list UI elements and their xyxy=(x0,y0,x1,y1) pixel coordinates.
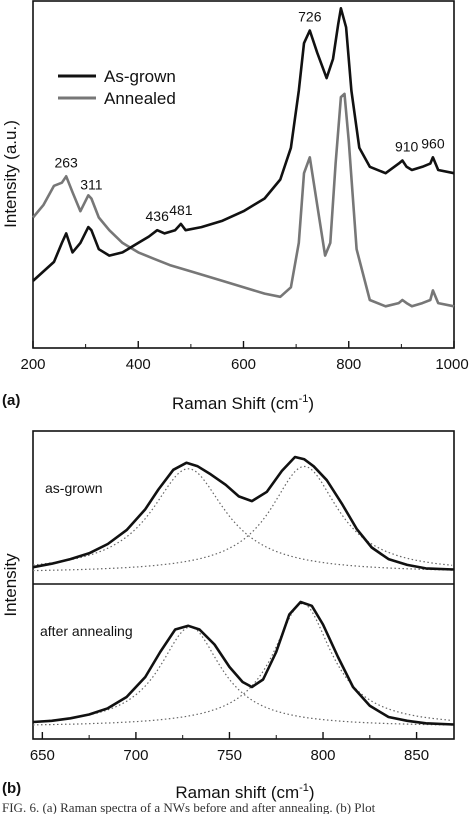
subpanel-label-as-grown: as-grown xyxy=(45,480,103,496)
legend-label-as-grown: As-grown xyxy=(104,67,176,86)
panel-b-y-label: Intensity xyxy=(1,553,20,617)
panel-b-after-annealing xyxy=(32,600,455,726)
peak-label-960: 960 xyxy=(421,135,445,151)
peak-label-311: 311 xyxy=(80,177,103,193)
peak-label-910: 910 xyxy=(395,138,419,154)
panel-b-x-tick-label: 750 xyxy=(217,747,242,764)
series-line-as-grown xyxy=(32,7,455,282)
panel-a-x-tick-label: 1000 xyxy=(435,356,468,373)
peak-label-785: 785 xyxy=(329,0,353,2)
panel-b-x-tick-label: 650 xyxy=(30,747,55,764)
panel-b-x-label: Raman shift (cm-1) xyxy=(175,782,314,802)
as-grown-fit-2 xyxy=(32,465,453,572)
subpanel-label-after-annealing: after annealing xyxy=(40,623,133,639)
as-grown-fit-1 xyxy=(32,468,453,571)
panel-a-y-label: Intensity (a.u.) xyxy=(1,120,20,228)
panel-b: 650 700 750 800 850 as-grown after annealing… xyxy=(1,430,455,802)
panel-b-x-ticks: 650 700 750 800 850 xyxy=(30,732,429,764)
panel-a-x-ticks: 200 400 600 800 1000 xyxy=(20,341,469,373)
panel-b-x-tick-label: 800 xyxy=(311,747,336,764)
after-annealing-fit-2 xyxy=(32,602,453,726)
peak-label-263: 263 xyxy=(54,154,78,170)
caption-fragment: FIG. 6. (a) Raman spectra of a NWs befor… xyxy=(2,800,376,814)
panel-b-as-grown xyxy=(32,455,455,572)
legend: As-grown Annealed xyxy=(58,67,176,108)
peak-label-481: 481 xyxy=(169,202,193,218)
after-annealing-measured xyxy=(32,600,455,726)
panel-b-frame xyxy=(32,430,455,740)
peak-label-436: 436 xyxy=(146,208,170,224)
peak-label-726: 726 xyxy=(298,9,322,25)
panel-b-tag: (b) xyxy=(2,780,21,797)
panel-a-x-label: Raman Shift (cm-1) xyxy=(172,393,314,413)
panel-b-x-tick-label: 700 xyxy=(123,747,148,764)
panel-a-x-tick-label: 600 xyxy=(231,356,256,373)
as-grown-measured xyxy=(32,455,455,571)
panel-a-tag: (a) xyxy=(2,392,20,409)
panel-a-x-tick-label: 800 xyxy=(336,356,361,373)
panel-a-x-tick-label: 200 xyxy=(20,356,45,373)
panel-a-frame xyxy=(32,0,455,349)
panel-b-x-tick-label: 850 xyxy=(404,747,429,764)
panel-a-series xyxy=(32,7,455,308)
after-annealing-fit-1 xyxy=(32,626,453,726)
series-line-annealed xyxy=(32,92,455,308)
legend-label-annealed: Annealed xyxy=(104,89,176,108)
panel-a-x-tick-label: 400 xyxy=(126,356,151,373)
